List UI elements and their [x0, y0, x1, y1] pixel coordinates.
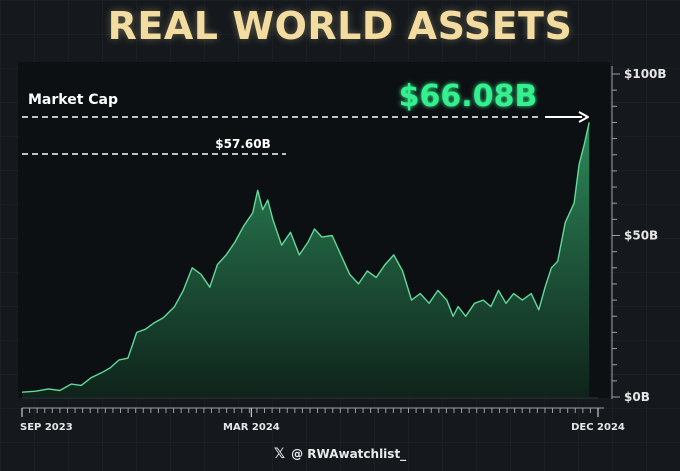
chart-title: REAL WORLD ASSETS [107, 4, 573, 48]
market-cap-line [21, 122, 590, 393]
x-tick-label: SEP 2023 [20, 422, 73, 433]
current-value-arrow-head [578, 111, 589, 123]
x-tick-label: MAR 2024 [223, 422, 280, 433]
y-tick-label: $100B [624, 67, 667, 81]
y-tick-label: $0B [624, 390, 650, 404]
series-label: Market Cap [28, 92, 118, 108]
x-tick-label: DEC 2024 [571, 422, 625, 433]
area-fill [22, 122, 590, 398]
current-value-label: $66.08B [399, 79, 538, 114]
footer-credit: 𝕏 @ RWAwatchlist_ [0, 446, 680, 462]
y-tick-label: $50B [624, 229, 658, 243]
x-logo-icon: 𝕏 [273, 446, 286, 462]
previous-peak-label: $57.60B [215, 137, 270, 151]
footer-handle: @ RWAwatchlist_ [291, 447, 407, 461]
